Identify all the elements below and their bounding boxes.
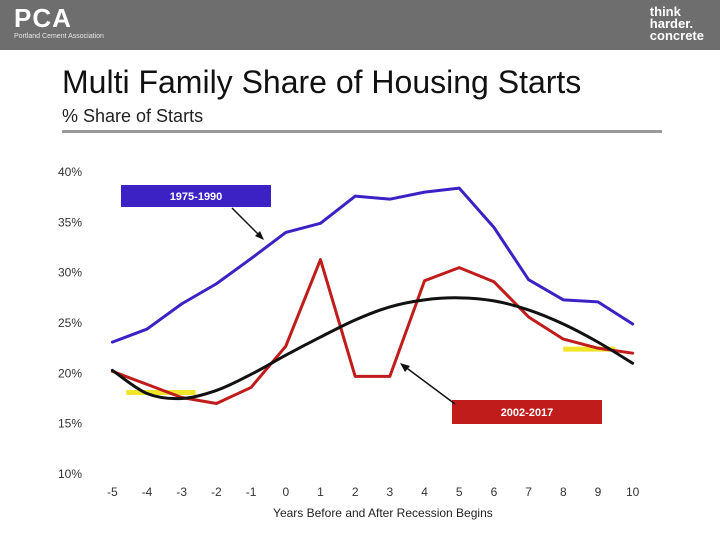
x-tick-label: 5 (456, 485, 463, 499)
x-tick-label: 0 (282, 485, 289, 499)
y-tick-label: 40% (58, 165, 82, 179)
x-tick-label: 2 (352, 485, 359, 499)
annotation-label-1975-1990: 1975-1990 (170, 191, 223, 203)
header-bar: PCA Portland Cement Association think ha… (0, 0, 720, 50)
x-tick-label: 3 (387, 485, 394, 499)
trend-line (110, 296, 635, 401)
logo-line-concrete: concrete (649, 28, 704, 43)
logo-line-harder: harder. (649, 16, 694, 31)
logo-line-think: think (649, 4, 681, 19)
y-tick-label: 10% (58, 467, 82, 481)
series-line-2002-2017 (110, 258, 635, 406)
slide-title: Multi Family Share of Housing Starts (62, 64, 582, 100)
title-divider (62, 130, 662, 133)
slide-subtitle: % Share of Starts (62, 106, 204, 126)
annotation-arrow-1975-1990 (231, 207, 262, 238)
y-tick-label: 30% (58, 266, 82, 280)
annotation-box-2002-2017 (452, 400, 602, 424)
x-tick-label: -3 (176, 485, 187, 499)
x-tick-label: -2 (211, 485, 222, 499)
y-tick-label: 20% (58, 366, 82, 380)
x-tick-label: 8 (560, 485, 567, 499)
y-tick-label: 35% (58, 215, 82, 229)
x-tick-label: -4 (142, 485, 153, 499)
x-tick-label: 7 (525, 485, 532, 499)
think-harder-concrete-logo: think harder. concrete (649, 4, 704, 43)
x-tick-label: 1 (317, 485, 324, 499)
series-line-1975-1990 (110, 186, 635, 344)
annotation-arrowhead-2002-2017 (400, 363, 410, 372)
y-tick-label: 15% (58, 417, 82, 431)
y-tick-label: 25% (58, 316, 82, 330)
annotation-box-1975-1990 (121, 185, 271, 207)
pca-logo: PCA Portland Cement Association (14, 4, 104, 41)
x-tick-label: 10 (626, 485, 640, 499)
x-tick-label: 9 (595, 485, 602, 499)
annotation-label-2002-2017: 2002-2017 (501, 407, 554, 419)
x-tick-label: 4 (421, 485, 428, 499)
housing-starts-chart: 10% 15% 20% 25% 30% 35% 40% -5 -4 -3 -2 -1 0 1 2 3 4 5 6 7 8… (58, 165, 640, 520)
pca-logo-subtitle: Portland Cement Association (14, 33, 104, 40)
x-tick-label: 6 (491, 485, 498, 499)
annotation-arrow-2002-2017 (403, 365, 456, 405)
x-tick-label: -5 (107, 485, 118, 499)
x-tick-label: -1 (246, 485, 257, 499)
pca-logo-mark: PCA (14, 3, 72, 33)
x-axis-title: Years Before and After Recession Begins (273, 506, 493, 520)
annotation-arrowhead-1975-1990 (255, 231, 264, 240)
